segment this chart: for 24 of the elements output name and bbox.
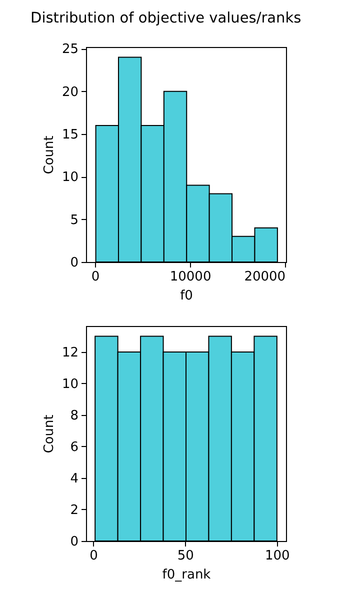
y-tick-label: 15 xyxy=(62,128,78,143)
y-tick-label: 2 xyxy=(70,503,78,518)
x-axis-title: f0_rank xyxy=(162,568,212,582)
y-tick-label: 0 xyxy=(70,256,78,270)
x-tick-label: 20000 xyxy=(244,270,286,284)
x-tick-label: 0 xyxy=(91,270,100,284)
y-tick-label: 0 xyxy=(70,534,78,550)
y-tick-label: 4 xyxy=(70,471,78,486)
x-tick-label: 100 xyxy=(264,548,290,564)
y-axis-title: Count xyxy=(42,414,57,454)
x-tick-label: 50 xyxy=(177,548,194,564)
y-tick-label: 25 xyxy=(62,42,78,58)
x-axis-title: f0 xyxy=(180,288,193,304)
y-tick-label: 5 xyxy=(70,212,78,228)
y-tick-label: 12 xyxy=(62,345,78,360)
y-axis-title: Count xyxy=(42,136,57,174)
y-tick-label: 8 xyxy=(70,408,78,424)
x-tick-label: 0 xyxy=(90,548,98,564)
y-tick-label: 6 xyxy=(70,440,78,455)
y-tick-label: 10 xyxy=(62,376,78,392)
y-tick-label: 10 xyxy=(62,170,78,186)
y-tick-label: 20 xyxy=(62,84,78,100)
chart-title: Distribution of objective values/ranks xyxy=(30,10,302,27)
x-tick-label: 10000 xyxy=(170,270,212,284)
